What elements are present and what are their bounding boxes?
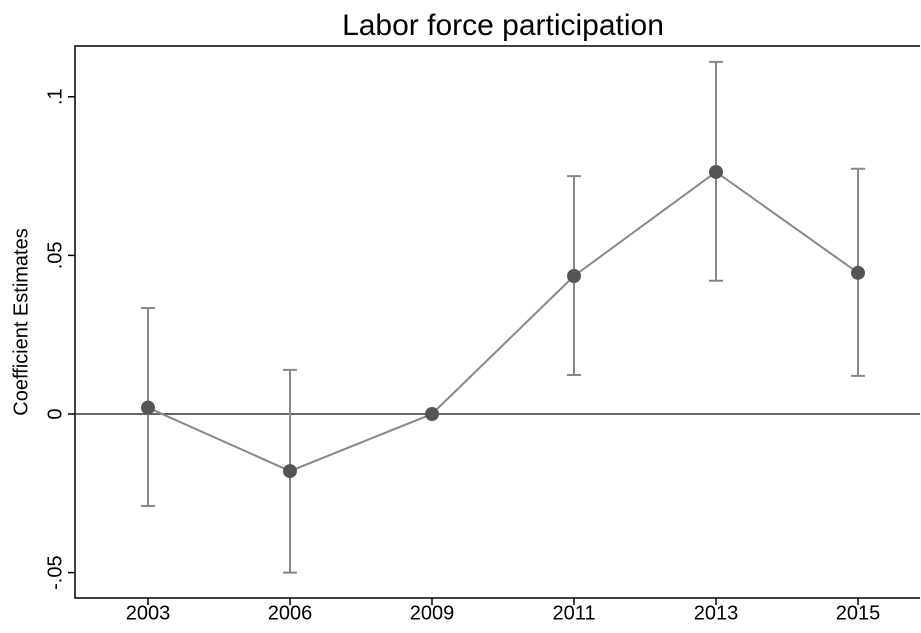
plot-frame bbox=[74, 45, 920, 599]
line bbox=[147, 170, 859, 473]
x-tick-label: 2011 bbox=[552, 602, 595, 624]
marker bbox=[141, 400, 155, 415]
x-tick-label: 2003 bbox=[126, 602, 171, 624]
x-tick-label: 2009 bbox=[410, 602, 455, 624]
marker bbox=[425, 407, 439, 421]
y-tick-label: -.05 bbox=[44, 555, 66, 589]
x-tick-label: 2013 bbox=[694, 602, 739, 624]
marker bbox=[709, 164, 723, 179]
x-tick-label: 2006 bbox=[268, 602, 313, 624]
x-tick-label: 2015 bbox=[836, 602, 881, 624]
marker bbox=[283, 464, 297, 479]
y-axis-label: Coefficient Estimates bbox=[10, 228, 32, 416]
y-tick-label: 0 bbox=[44, 408, 66, 419]
marker bbox=[851, 265, 865, 280]
marker bbox=[567, 269, 581, 283]
chart-title: Labor force participation bbox=[342, 9, 664, 42]
y-tick-label: .05 bbox=[44, 241, 66, 269]
y-tick-label: .1 bbox=[44, 88, 66, 105]
